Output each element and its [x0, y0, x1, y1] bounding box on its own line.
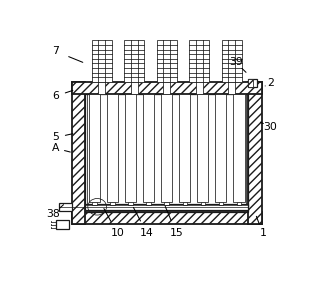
Text: 5: 5 — [52, 132, 59, 142]
Bar — [189, 40, 209, 82]
Text: 2: 2 — [267, 78, 273, 88]
Bar — [248, 82, 262, 224]
Bar — [85, 94, 248, 212]
Bar — [124, 40, 144, 82]
Bar — [146, 201, 151, 205]
Bar — [163, 82, 170, 94]
Text: 30: 30 — [263, 122, 277, 132]
Text: 7: 7 — [52, 46, 59, 56]
Bar — [248, 79, 253, 87]
Bar — [98, 82, 105, 94]
Bar — [222, 40, 242, 82]
Text: 6: 6 — [52, 91, 59, 101]
Bar — [72, 212, 262, 224]
Text: 1: 1 — [259, 228, 266, 238]
Bar — [201, 201, 205, 205]
Bar — [248, 79, 257, 87]
Bar — [196, 82, 203, 94]
Text: 10: 10 — [110, 228, 124, 238]
Text: 39: 39 — [229, 57, 243, 67]
Bar — [215, 94, 226, 201]
Bar — [237, 201, 241, 205]
Bar — [233, 94, 245, 201]
Bar — [179, 94, 190, 201]
Text: A: A — [52, 143, 59, 153]
Text: 15: 15 — [170, 228, 183, 238]
Bar — [131, 82, 138, 94]
Bar — [228, 82, 235, 94]
Bar — [92, 201, 97, 205]
Bar — [85, 204, 248, 210]
Text: 38: 38 — [46, 209, 60, 219]
Bar — [125, 94, 136, 201]
Bar — [92, 40, 112, 82]
Bar — [72, 82, 262, 94]
Bar — [128, 201, 133, 205]
Bar — [110, 201, 115, 205]
Bar — [89, 94, 100, 201]
Text: 14: 14 — [140, 228, 154, 238]
Bar — [143, 94, 154, 201]
Bar — [183, 201, 187, 205]
Bar — [219, 201, 223, 205]
Bar — [87, 94, 246, 204]
Bar — [156, 40, 177, 82]
Bar — [72, 82, 85, 224]
Bar — [164, 201, 169, 205]
Bar — [107, 94, 118, 201]
Bar — [197, 94, 208, 201]
Bar — [161, 94, 172, 201]
Bar — [56, 220, 69, 229]
Bar — [59, 203, 72, 211]
